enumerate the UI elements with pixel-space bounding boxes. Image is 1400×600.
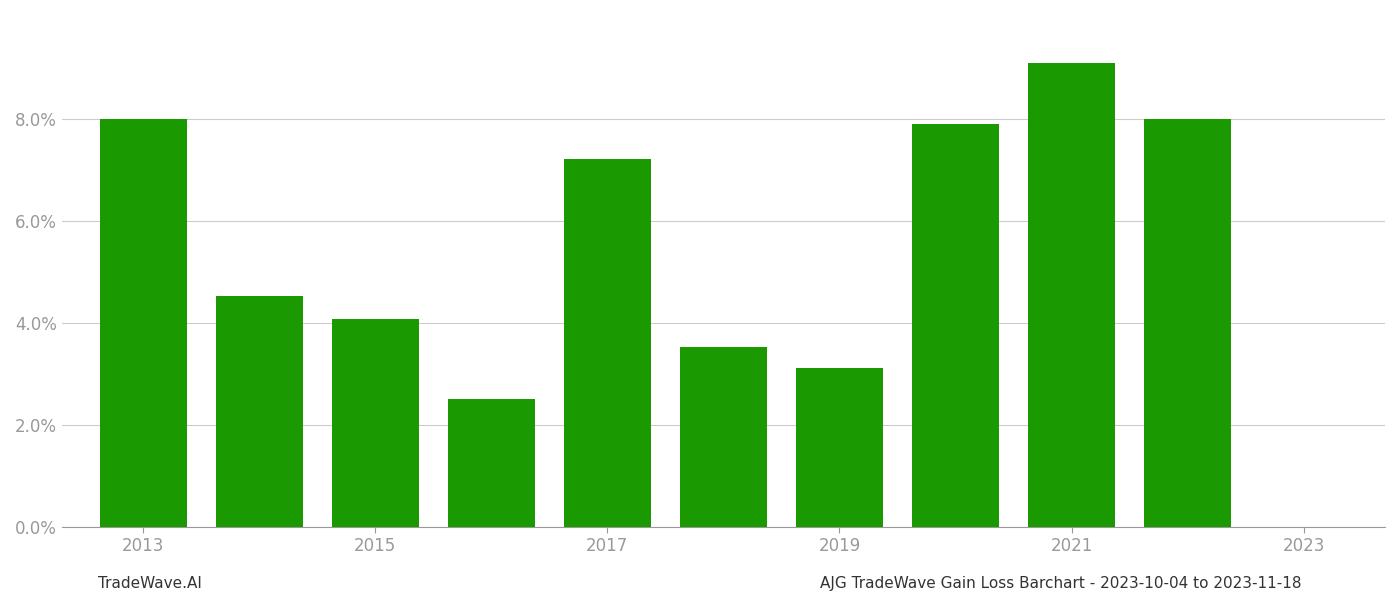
Text: TradeWave.AI: TradeWave.AI (98, 576, 202, 591)
Bar (332, 319, 419, 527)
Bar (99, 119, 186, 527)
Text: AJG TradeWave Gain Loss Barchart - 2023-10-04 to 2023-11-18: AJG TradeWave Gain Loss Barchart - 2023-… (820, 576, 1302, 591)
Bar (797, 368, 883, 527)
Bar (448, 398, 535, 527)
Bar (1028, 62, 1116, 527)
Bar (680, 347, 767, 527)
Bar (216, 296, 302, 527)
Bar (911, 124, 1000, 527)
Bar (1144, 119, 1231, 527)
Bar (564, 158, 651, 527)
